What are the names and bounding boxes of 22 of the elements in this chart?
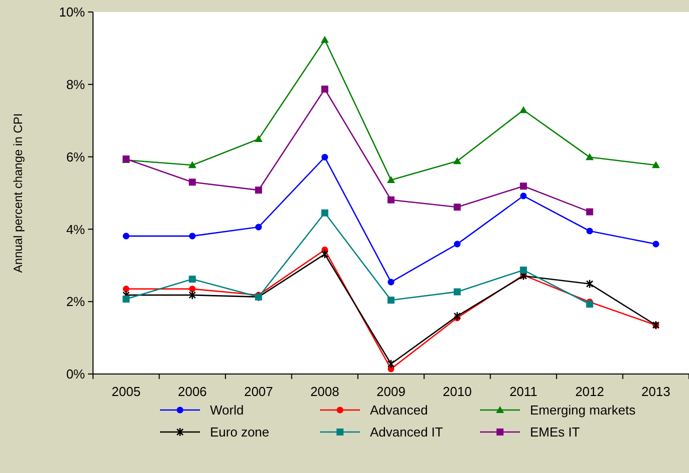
legend-label: Emerging markets	[530, 402, 636, 418]
legend-label: EMEs IT	[530, 424, 580, 440]
legend-label: World	[210, 402, 244, 418]
y-tick-label: 2%	[66, 294, 86, 310]
x-tick-label: 2005	[112, 384, 141, 399]
legend-label: Advanced IT	[370, 424, 444, 440]
x-tick-label: 2008	[310, 384, 340, 399]
x-tick-label: 2007	[244, 384, 274, 399]
y-tick-label: 0%	[66, 366, 86, 382]
legend-label: Euro zone	[210, 424, 270, 440]
y-tick-label: 6%	[66, 149, 86, 164]
x-tick-label: 2009	[376, 384, 406, 399]
x-tick-label: 2012	[575, 384, 604, 399]
x-tick-label: 2006	[178, 384, 207, 399]
y-axis-title: Annual percent change in CPI	[11, 113, 25, 273]
x-tick-label: 2010	[442, 384, 472, 399]
y-tick-label: 8%	[66, 76, 86, 92]
y-tick-label: 4%	[66, 222, 86, 237]
x-tick-label: 2011	[509, 384, 538, 399]
legend-label: Advanced	[370, 402, 428, 418]
x-tick-label: 2013	[641, 384, 670, 399]
y-tick-label: 10%	[58, 4, 86, 20]
